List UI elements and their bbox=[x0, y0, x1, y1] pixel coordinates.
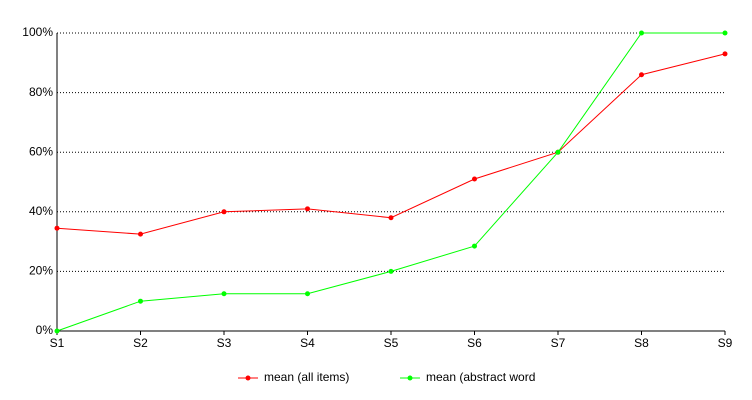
y-tick-label: 0% bbox=[36, 323, 54, 337]
y-tick-label: 40% bbox=[29, 204, 53, 218]
x-tick-label: S7 bbox=[551, 336, 566, 350]
data-point bbox=[722, 51, 728, 57]
data-point bbox=[722, 30, 728, 36]
x-tick-label: S9 bbox=[718, 336, 733, 350]
data-point bbox=[305, 206, 310, 212]
data-point bbox=[472, 243, 477, 249]
y-tick-label: 80% bbox=[29, 85, 53, 99]
data-point bbox=[555, 149, 561, 155]
data-point bbox=[54, 225, 60, 231]
y-tick-label: 20% bbox=[29, 264, 53, 278]
data-point bbox=[54, 328, 60, 334]
data-point bbox=[388, 268, 394, 274]
x-tick-label: S3 bbox=[217, 336, 232, 350]
data-point bbox=[221, 209, 227, 215]
x-tick-label: S1 bbox=[50, 336, 65, 350]
legend-marker bbox=[245, 375, 251, 381]
x-tick-label: S5 bbox=[384, 336, 399, 350]
data-point bbox=[138, 298, 143, 304]
data-point bbox=[639, 72, 644, 78]
x-tick-label: S2 bbox=[133, 336, 148, 350]
series-line bbox=[56, 32, 725, 332]
data-point bbox=[221, 291, 227, 297]
x-tick-label: S8 bbox=[634, 336, 649, 350]
y-tick-label: 100% bbox=[22, 25, 53, 39]
data-point bbox=[472, 176, 477, 182]
data-point bbox=[639, 30, 644, 36]
legend-label: mean (all items) bbox=[264, 370, 349, 384]
series-line bbox=[56, 53, 726, 235]
legend-marker bbox=[407, 375, 413, 381]
x-tick-label: S6 bbox=[467, 336, 482, 350]
x-tick-label: S4 bbox=[300, 336, 315, 350]
data-point bbox=[305, 291, 310, 297]
data-point bbox=[388, 215, 394, 221]
legend-label: mean (abstract word bbox=[426, 370, 535, 384]
y-tick-label: 60% bbox=[29, 144, 53, 158]
data-point bbox=[138, 231, 143, 237]
